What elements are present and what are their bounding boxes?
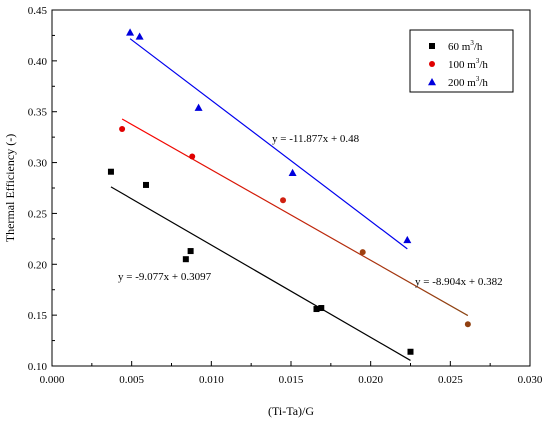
data-point-triangle bbox=[135, 32, 144, 40]
data-point-triangle bbox=[288, 168, 297, 176]
data-point-circle bbox=[464, 321, 471, 328]
x-tick-label: 0.030 bbox=[518, 374, 543, 386]
x-tick-label: 0.010 bbox=[199, 374, 224, 386]
x-axis-ticks: 0.000 0.005 0.010 0.015 0.020 0.025 0.030 bbox=[40, 361, 543, 386]
data-point-square bbox=[107, 168, 114, 175]
fit-line-1 bbox=[121, 118, 469, 317]
fit-line-0 bbox=[110, 186, 411, 361]
x-tick-label: 0.020 bbox=[358, 374, 383, 386]
y-tick-label: 0.45 bbox=[28, 5, 48, 17]
y-tick-label: 0.30 bbox=[28, 158, 48, 170]
legend: 60 m3/h 100 m3/h 200 m3/h bbox=[409, 29, 514, 93]
legend-label: 200 m3/h bbox=[448, 75, 488, 89]
data-point-square bbox=[187, 248, 194, 255]
fit-label-200: y = -11.877x + 0.48 bbox=[272, 133, 360, 145]
data-point-circle bbox=[119, 126, 126, 133]
data-point-circle bbox=[429, 61, 435, 67]
legend-label: 100 m3/h bbox=[448, 57, 488, 71]
y-tick-label: 0.40 bbox=[28, 56, 48, 68]
y-axis-ticks: 0.10 0.15 0.20 0.25 0.30 0.35 0.40 0.45 bbox=[28, 5, 57, 373]
fit-line-2 bbox=[129, 38, 408, 250]
data-point-square bbox=[182, 256, 189, 263]
x-tick-label: 0.015 bbox=[279, 374, 304, 386]
data-points bbox=[107, 28, 471, 355]
data-point-circle bbox=[280, 197, 287, 204]
x-tick-label: 0.005 bbox=[119, 374, 144, 386]
x-axis-label: (Ti-Ta)/G bbox=[268, 404, 314, 418]
data-point-triangle bbox=[194, 103, 203, 111]
data-point-circle bbox=[359, 249, 366, 256]
data-point-square bbox=[429, 43, 435, 49]
fit-label-60: y = -9.077x + 0.3097 bbox=[118, 271, 212, 283]
x-tick-label: 0.025 bbox=[438, 374, 463, 386]
y-tick-label: 0.35 bbox=[28, 107, 48, 119]
y-tick-label: 0.25 bbox=[28, 208, 48, 220]
legend-box bbox=[409, 29, 514, 93]
x-tick-label: 0.000 bbox=[40, 374, 65, 386]
y-tick-label: 0.20 bbox=[28, 259, 48, 271]
data-point-square bbox=[407, 348, 414, 355]
data-point-triangle bbox=[428, 78, 436, 86]
y-tick-label: 0.15 bbox=[28, 310, 48, 322]
data-point-square bbox=[313, 306, 320, 313]
legend-label: 60 m3/h bbox=[448, 39, 483, 53]
y-axis-label: Thermal Efficiency (-) bbox=[3, 134, 17, 242]
data-point-square bbox=[143, 181, 150, 188]
fit-lines bbox=[110, 38, 469, 361]
data-point-circle bbox=[189, 153, 196, 160]
data-point-triangle bbox=[126, 28, 135, 36]
data-point-triangle bbox=[403, 235, 412, 244]
legend-items: 60 m3/h 100 m3/h 200 m3/h bbox=[428, 39, 488, 89]
fit-label-100: y = -8.904x + 0.382 bbox=[415, 276, 503, 288]
y-tick-label: 0.10 bbox=[28, 361, 48, 373]
data-point-square bbox=[318, 305, 325, 312]
